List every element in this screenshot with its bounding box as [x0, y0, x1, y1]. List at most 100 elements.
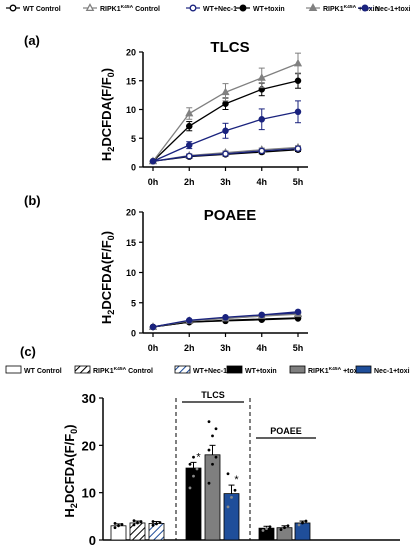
- data-dot: [279, 528, 283, 531]
- y-tick-label: 10: [126, 268, 136, 278]
- data-dot: [132, 519, 136, 522]
- y-tick-label: 10: [126, 105, 136, 115]
- data-point: [294, 308, 302, 316]
- data-dot: [113, 526, 117, 530]
- y-tick-label: 0: [131, 163, 136, 173]
- legend-swatch-5: [355, 365, 372, 374]
- legend-label-5: Nec-1+toxin: [374, 368, 410, 375]
- y-tick-label: 5: [131, 134, 136, 144]
- group-label-poaee: POAEE: [270, 426, 302, 436]
- panel-b-poaee-line-chart: (b) POAEE 0 5 10 15 20 0h 2h 3h 4h 5h H2DCFDA(F/F0…: [24, 193, 308, 353]
- data-dot: [136, 521, 139, 525]
- data-dot: [268, 525, 272, 529]
- significance-star: *: [196, 451, 201, 463]
- data-point: [222, 100, 229, 108]
- y-tick-label: 20: [126, 208, 136, 218]
- legend-label-1: RIPK1K45A Control: [100, 4, 160, 13]
- y-tick-label: 15: [126, 76, 136, 86]
- legend-swatch-0: [5, 365, 22, 374]
- legend-marker-1: [85, 3, 95, 12]
- data-dot: [113, 522, 117, 525]
- bar-8: [294, 522, 311, 541]
- data-dot: [214, 455, 218, 459]
- x-tick-label: 3h: [220, 343, 231, 353]
- series-line-4: [152, 62, 299, 162]
- y-tick-label: 20: [82, 438, 96, 453]
- panel-a-tlcs-line-chart: (a) TLCS 0 5 10 15 20 0h 2h 3h 4h 5h H2DCFDA(F/F0): [24, 33, 308, 187]
- data-point: [149, 157, 157, 165]
- panel-c-label: (c): [20, 344, 36, 359]
- data-point: [294, 145, 302, 152]
- bar-1: [129, 522, 146, 541]
- data-point: [258, 147, 265, 155]
- data-point: [149, 323, 157, 331]
- data-dot: [301, 521, 304, 525]
- data-dot: [158, 521, 162, 524]
- group-label-tlcs: TLCS: [201, 390, 225, 400]
- data-dot: [207, 481, 211, 485]
- legend-swatch-4: [289, 365, 306, 374]
- data-dot: [265, 527, 268, 531]
- x-tick-label: 3h: [220, 177, 231, 187]
- bar-2: [148, 523, 165, 541]
- panel-c-bar-chart: 0 10 20 30 H2DCFDA(F/F0) * * TLCS POAEE: [62, 390, 400, 548]
- data-point: [294, 77, 302, 85]
- legend-swatch-2: [174, 365, 191, 374]
- data-point: [185, 108, 194, 117]
- x-tick-label: 4h: [256, 343, 267, 353]
- x-tick-label: 5h: [293, 343, 304, 353]
- data-dot: [132, 523, 136, 527]
- data-point: [222, 150, 229, 158]
- legend-marker-2: [189, 4, 197, 12]
- x-tick-label: 0h: [148, 343, 159, 353]
- data-dot: [188, 462, 192, 466]
- data-dot: [211, 462, 214, 466]
- data-dot: [286, 524, 290, 528]
- data-dot: [155, 522, 158, 526]
- data-dot: [283, 526, 286, 530]
- legend-swatch-3: [226, 365, 243, 374]
- data-dot: [211, 434, 214, 438]
- data-dot: [195, 467, 199, 471]
- legend-label-3: WT+toxin: [245, 368, 277, 375]
- bar-0: [110, 525, 127, 541]
- data-dot: [233, 488, 237, 492]
- panel-a-label: (a): [24, 33, 40, 48]
- legend-label-1: RIPK1K45A Control: [93, 366, 153, 375]
- legend-marker-0: [9, 4, 17, 12]
- data-dot: [207, 420, 211, 424]
- data-dot: [117, 524, 120, 528]
- data-dot: [188, 486, 192, 490]
- legend-label-2: WT+Nec-1: [203, 6, 237, 13]
- x-tick-label: 2h: [184, 177, 195, 187]
- data-dot: [120, 522, 124, 526]
- data-point: [258, 116, 265, 123]
- legend-label-4: RIPK1K45A +toxin: [308, 366, 364, 375]
- significance-star: *: [234, 474, 239, 486]
- legend-swatch-1: [74, 365, 91, 374]
- y-tick-label: 5: [131, 298, 136, 308]
- legend-label-3: WT+toxin: [253, 6, 285, 13]
- data-dot: [151, 520, 155, 523]
- data-dot: [304, 519, 308, 523]
- legend-label-0: WT Control: [24, 368, 62, 375]
- y-tick-label: 0: [131, 329, 136, 339]
- y-tick-label: 15: [126, 238, 136, 248]
- data-dot: [192, 474, 195, 478]
- data-dot: [207, 448, 211, 452]
- data-point: [185, 317, 193, 324]
- bottom-legend: WT Control RIPK1K45A Control WT+Nec-1 WT+to…: [5, 365, 410, 375]
- data-dot: [139, 520, 143, 523]
- data-point: [294, 108, 302, 116]
- panel-b-title: POAEE: [204, 207, 257, 224]
- data-point: [257, 73, 266, 81]
- x-tick-label: 4h: [256, 177, 267, 187]
- y-tick-label: 10: [82, 486, 96, 501]
- data-point: [258, 311, 265, 319]
- legend-label-5: Nec-1+toxin: [375, 6, 410, 13]
- data-point: [222, 314, 229, 321]
- data-dot: [192, 455, 195, 459]
- data-point: [185, 152, 193, 160]
- legend-label-2: WT+Nec-1: [193, 368, 227, 375]
